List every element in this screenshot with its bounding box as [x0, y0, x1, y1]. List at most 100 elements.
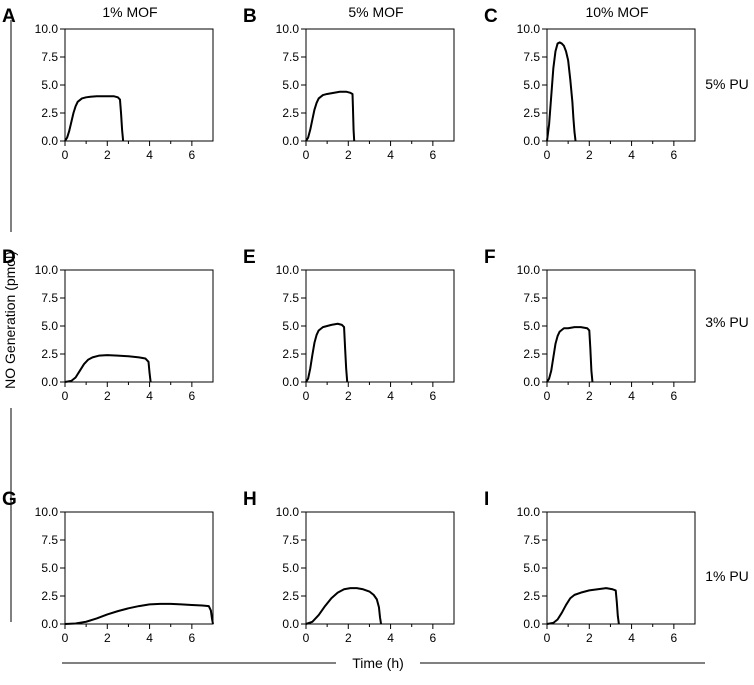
panel-b-series-line	[305, 90, 356, 142]
panel-a-y-tick-label: 5.0	[41, 78, 58, 92]
panel-b-x-tick-label: 0	[303, 148, 310, 162]
panel-h-x-tick-label: 4	[387, 631, 394, 645]
panel-h-x-tick-label: 2	[345, 631, 352, 645]
panel-e-letter: E	[243, 247, 256, 268]
panel-d-x-tick-label: 4	[146, 389, 153, 403]
column-title-1: 1% MOF	[102, 4, 157, 20]
row-label-1: 5% PU	[705, 76, 749, 92]
panel-c-x-tick-label: 4	[628, 148, 635, 162]
panel-i-y-tick-label: 5.0	[523, 561, 540, 575]
panel-e: E 0 2 4 6 0.0 2.5 5.0 7.5 10.0	[243, 247, 455, 403]
panel-a-x-tick-label: 2	[104, 148, 111, 162]
panel-i-y-tick-label: 2.5	[523, 589, 540, 603]
panel-f-x-tick-label: 4	[628, 389, 635, 403]
panel-b-x-tick-label: 6	[430, 148, 437, 162]
panel-b-y-tick-label: 10.0	[276, 22, 300, 36]
panel-f-y-tick-label: 7.5	[523, 291, 540, 305]
panel-d-y-tick-label: 5.0	[41, 319, 58, 333]
panel-a-y-tick-label: 10.0	[35, 22, 59, 36]
panel-a-x-tick-label: 4	[146, 148, 153, 162]
panel-d-y-tick-label: 0.0	[41, 375, 58, 389]
panel-i-letter: I	[484, 489, 489, 510]
panel-f-x-tick-label: 0	[544, 389, 551, 403]
panel-c-y-tick-label: 5.0	[523, 78, 540, 92]
panel-c-x-tick-label: 6	[671, 148, 678, 162]
panel-g-series-line	[64, 602, 214, 625]
row-label-3: 1% PU	[705, 568, 749, 584]
panel-f-series-line	[546, 326, 594, 383]
x-axis-label: Time (h)	[352, 655, 404, 671]
panel-c-y-tick-label: 10.0	[517, 22, 541, 36]
panel-f: F 0 2 4 6 0.0 2.5 5.0 7.5 10.0	[484, 247, 696, 403]
panel-i-x-tick-label: 2	[586, 631, 593, 645]
panel-g-y-tick-label: 0.0	[41, 617, 58, 631]
panel-h: H 0 2 4 6 0.0 2.5 5.0 7.5 10.0	[243, 489, 455, 645]
panel-g-y-tick-label: 7.5	[41, 533, 58, 547]
panel-h-y-tick-label: 0.0	[282, 617, 299, 631]
panel-h-y-tick-label: 7.5	[282, 533, 299, 547]
panel-f-x-tick-label: 6	[671, 389, 678, 403]
panel-a-letter: A	[2, 6, 16, 27]
panel-b-y-tick-label: 2.5	[282, 106, 299, 120]
panel-h-frame	[305, 511, 455, 625]
panel-e-x-tick-label: 2	[345, 389, 352, 403]
panel-i-x-tick-label: 6	[671, 631, 678, 645]
panel-c-x-tick-label: 0	[544, 148, 551, 162]
panel-b: B 0 2 4 6 0.0 2.5 5.0 7.5 10.0	[243, 6, 455, 162]
panel-i-y-tick-label: 7.5	[523, 533, 540, 547]
panel-e-y-tick-label: 7.5	[282, 291, 299, 305]
panel-g-letter: G	[2, 489, 17, 510]
panel-a-y-tick-label: 7.5	[41, 50, 58, 64]
panel-d-y-tick-label: 2.5	[41, 347, 58, 361]
panel-d-series-line	[64, 354, 152, 383]
panel-b-x-tick-label: 2	[345, 148, 352, 162]
panel-f-x-tick-label: 2	[586, 389, 593, 403]
panel-a-x-tick-label: 0	[62, 148, 69, 162]
panel-d-letter: D	[2, 247, 16, 268]
panel-b-y-tick-label: 7.5	[282, 50, 299, 64]
panel-c-frame	[546, 28, 696, 142]
panel-e-y-tick-label: 0.0	[282, 375, 299, 389]
panel-c-letter: C	[484, 6, 498, 27]
panel-e-y-tick-label: 5.0	[282, 319, 299, 333]
panel-f-letter: F	[484, 247, 496, 268]
panel-g-x-tick-label: 4	[146, 631, 153, 645]
panel-c-y-tick-label: 7.5	[523, 50, 540, 64]
panel-i-y-tick-label: 0.0	[523, 617, 540, 631]
panel-d-y-tick-label: 7.5	[41, 291, 58, 305]
panel-g-x-tick-label: 2	[104, 631, 111, 645]
panel-h-x-tick-label: 6	[430, 631, 437, 645]
panel-h-series-line	[305, 587, 383, 625]
panel-d-x-tick-label: 0	[62, 389, 69, 403]
panel-f-frame	[546, 269, 696, 383]
panel-d-x-tick-label: 2	[104, 389, 111, 403]
panel-c-series-line	[546, 41, 577, 142]
panel-a-frame	[64, 28, 214, 142]
panel-f-y-tick-label: 0.0	[523, 375, 540, 389]
panel-b-frame	[305, 28, 455, 142]
panel-c-y-tick-label: 0.0	[523, 134, 540, 148]
panel-g-x-tick-label: 6	[189, 631, 196, 645]
row-label-2: 3% PU	[705, 314, 749, 330]
panel-b-x-tick-label: 4	[387, 148, 394, 162]
panel-i-x-tick-label: 4	[628, 631, 635, 645]
panel-e-y-tick-label: 2.5	[282, 347, 299, 361]
panel-c-x-tick-label: 2	[586, 148, 593, 162]
panel-g-y-tick-label: 10.0	[35, 505, 59, 519]
panel-h-letter: H	[243, 489, 257, 510]
panel-d: D 0 2 4 6 0.0 2.5 5.0 7.5 10.0	[2, 247, 214, 403]
panel-g-frame	[64, 511, 214, 625]
panel-b-y-tick-label: 5.0	[282, 78, 299, 92]
panel-d-x-tick-label: 6	[189, 389, 196, 403]
panel-h-x-tick-label: 0	[303, 631, 310, 645]
column-title-2: 5% MOF	[348, 4, 403, 20]
y-axis-label: NO Generation (pmol)	[2, 251, 18, 389]
panel-a-series-line	[64, 95, 125, 142]
panel-a-y-tick-label: 2.5	[41, 106, 58, 120]
panel-e-series-line	[305, 322, 349, 383]
panel-g-x-tick-label: 0	[62, 631, 69, 645]
panel-f-y-tick-label: 5.0	[523, 319, 540, 333]
panel-h-y-tick-label: 10.0	[276, 505, 300, 519]
